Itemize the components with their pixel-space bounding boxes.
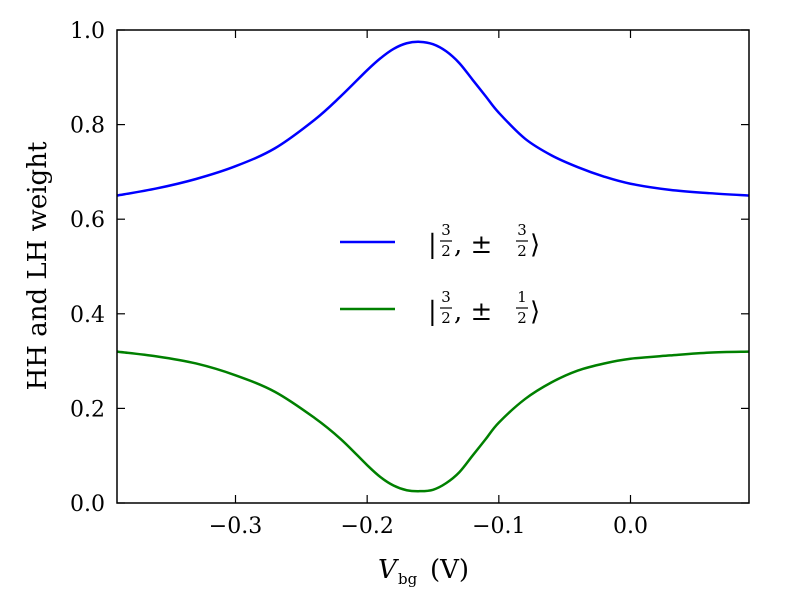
series-line-hh	[116, 40, 750, 197]
series-layer	[116, 40, 750, 493]
x-axis-title-unit: (V)	[430, 555, 469, 585]
legend-label-lh-bar: |	[428, 297, 437, 327]
legend-label-lh-frac2-den: 2	[517, 309, 527, 327]
y-ticks: 0.0 0.2 0.4 0.6 0.8 1.0	[70, 19, 749, 517]
legend-label-hh-frac2-num: 3	[517, 221, 527, 239]
x-axis-title: V bg (V)	[378, 555, 469, 588]
x-tick-label: −0.2	[340, 514, 393, 539]
x-axis-title-var: V	[378, 555, 399, 585]
x-tick-label: −0.1	[472, 514, 525, 539]
y-tick-label: 0.0	[70, 492, 105, 517]
legend-label-hh-ket: ⟩	[530, 230, 540, 260]
y-axis-title: HH and LH weight	[23, 141, 53, 390]
series-line-lh	[116, 350, 750, 493]
y-tick-label: 0.4	[70, 303, 105, 328]
legend-label-lh-frac1-num: 3	[441, 288, 451, 306]
legend-label-lh-frac2-num: 1	[517, 288, 527, 306]
x-axis-title-sub: bg	[398, 570, 418, 588]
legend-label-hh-frac1-den: 2	[441, 242, 451, 260]
legend-label-lh-frac1-den: 2	[441, 309, 451, 327]
legend-label-hh: | 3 2 , ± 3 2 ⟩	[428, 221, 540, 260]
legend-label-lh: | 3 2 , ± 1 2 ⟩	[428, 288, 540, 327]
x-ticks: −0.3 −0.2 −0.1 0.0	[209, 30, 648, 539]
legend-label-hh-bar: |	[428, 230, 437, 260]
y-tick-label: 1.0	[70, 19, 105, 44]
plot-frame	[116, 29, 750, 504]
plot-background	[117, 30, 749, 503]
legend-label-hh-frac1-num: 3	[441, 221, 451, 239]
legend-label-hh-frac2-den: 2	[517, 242, 527, 260]
x-tick-label: −0.3	[209, 514, 262, 539]
x-tick-label: 0.0	[613, 514, 648, 539]
y-tick-label: 0.8	[70, 114, 105, 139]
legend-label-lh-mid: , ±	[454, 297, 492, 327]
legend-label-hh-mid: , ±	[454, 230, 492, 260]
y-tick-label: 0.6	[70, 208, 105, 233]
legend: | 3 2 , ± 3 2 ⟩ | 3 2 , ± 1 2 ⟩	[340, 221, 540, 327]
legend-label-lh-ket: ⟩	[530, 297, 540, 327]
y-tick-label: 0.2	[70, 397, 105, 422]
